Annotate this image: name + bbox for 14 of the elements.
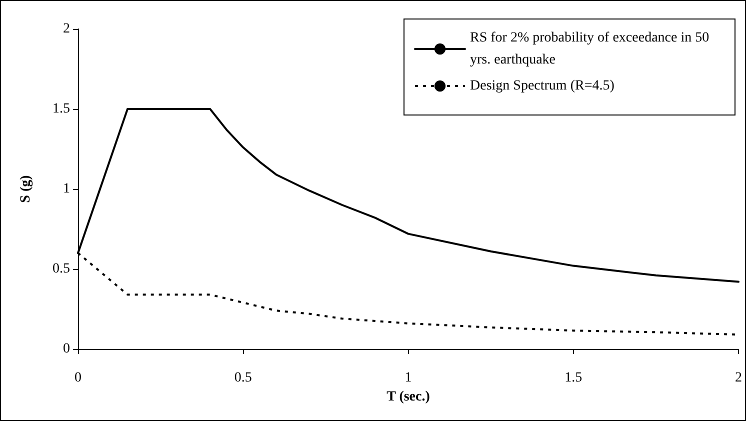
y-tick-label: 1 <box>63 182 70 196</box>
y-tick-label: 2 <box>63 22 70 36</box>
x-tick-label: 0.5 <box>234 370 252 386</box>
legend-label: RS for 2% probability of exceedance in 50 yrs. earthquake <box>470 30 713 68</box>
y-tick-label: 1.5 <box>52 102 70 116</box>
x-axis-title: T (sec.) <box>386 389 430 404</box>
y-tick-label: 0 <box>63 342 70 356</box>
x-tick-label: 2 <box>735 370 742 386</box>
legend-label: Design Spectrum (R=4.5) <box>470 78 615 94</box>
x-tick-label: 1.5 <box>564 370 582 386</box>
y-axis-title: S (g) <box>18 174 34 203</box>
y-tick-label: 0.5 <box>52 262 70 276</box>
x-tick-label: 1 <box>404 370 412 386</box>
x-tick-label: 0 <box>74 370 82 386</box>
